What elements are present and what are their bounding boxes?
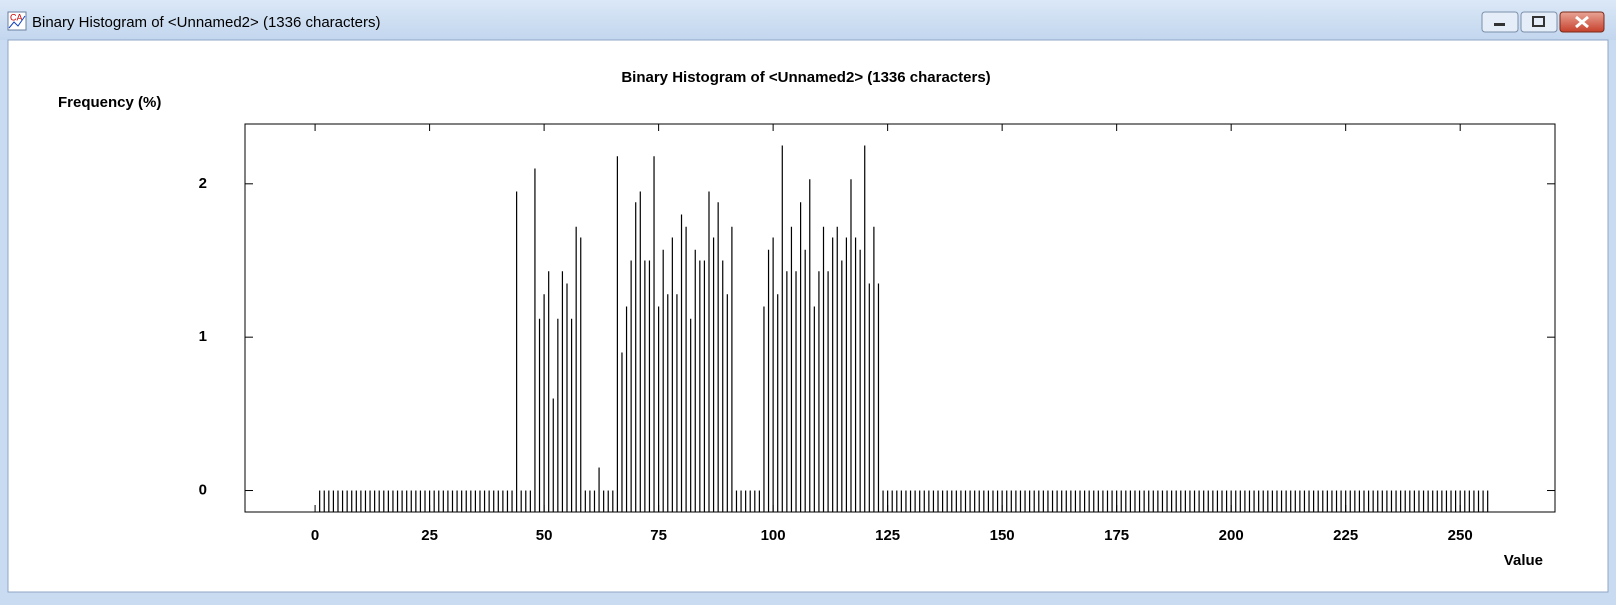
- x-tick-label: 100: [761, 527, 786, 544]
- title-bar: [0, 0, 1616, 40]
- minimize-button[interactable]: [1481, 11, 1519, 33]
- x-tick-label: 25: [421, 527, 438, 544]
- y-tick-label: 0: [199, 481, 207, 498]
- x-tick-label: 150: [990, 527, 1015, 544]
- x-tick-label: 75: [650, 527, 667, 544]
- y-axis-label: Frequency (%): [58, 94, 161, 111]
- chart: Binary Histogram of <Unnamed2> (1336 cha…: [58, 69, 1556, 569]
- x-tick-label: 250: [1448, 527, 1473, 544]
- x-tick-label: 0: [311, 527, 319, 544]
- x-tick-label: 225: [1333, 527, 1358, 544]
- svg-text:CA: CA: [10, 12, 23, 22]
- x-axis-label: Value: [1504, 552, 1543, 569]
- x-tick-label: 200: [1219, 527, 1244, 544]
- chart-title: Binary Histogram of <Unnamed2> (1336 cha…: [621, 69, 990, 86]
- x-tick-label: 175: [1104, 527, 1129, 544]
- y-tick-label: 2: [199, 175, 207, 192]
- y-tick-label: 1: [199, 328, 207, 345]
- x-tick-label: 125: [875, 527, 900, 544]
- app-icon: CA: [7, 11, 27, 31]
- close-button[interactable]: [1559, 11, 1605, 33]
- maximize-button[interactable]: [1520, 11, 1558, 33]
- window-title: Binary Histogram of <Unnamed2> (1336 cha…: [32, 14, 381, 31]
- x-tick-label: 50: [536, 527, 553, 544]
- plot-frame: [244, 123, 1556, 513]
